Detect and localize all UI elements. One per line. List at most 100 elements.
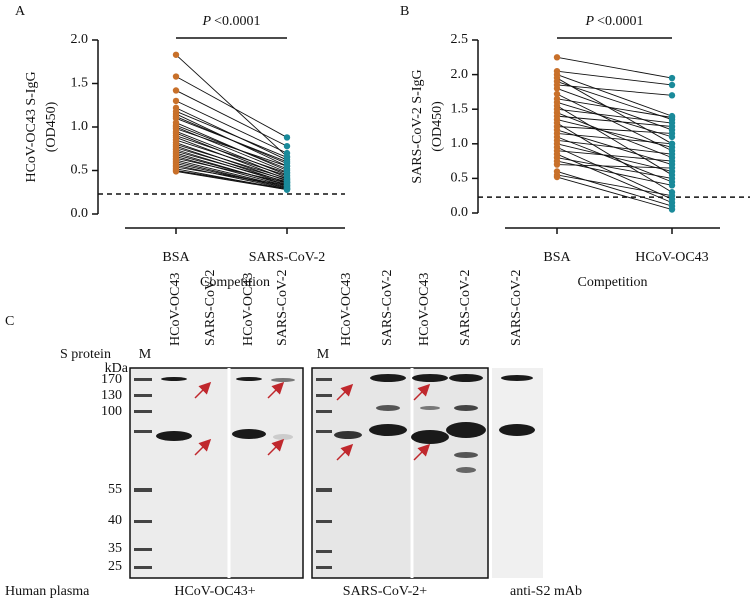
pair-line	[556, 153, 673, 204]
y-tick-label: 1.0	[71, 119, 89, 134]
pair-line	[556, 77, 673, 145]
pair-line	[175, 150, 288, 183]
p-text: <0.0001	[597, 14, 643, 29]
panel-label: C	[5, 314, 14, 329]
pair-line	[556, 150, 673, 162]
x-tick-label: SARS-CoV-2	[249, 250, 326, 265]
lane-label: HCoV-OC43	[168, 273, 183, 346]
group-label: anti-S2 mAb	[510, 584, 582, 599]
dot	[668, 182, 676, 189]
pair-line	[175, 170, 288, 190]
dot	[668, 164, 676, 172]
pair-line	[556, 74, 673, 117]
pair-line	[175, 135, 288, 174]
pair-line	[556, 93, 673, 152]
dot	[172, 51, 180, 58]
dot	[553, 54, 561, 61]
pair-line	[556, 70, 673, 86]
pair-line	[556, 157, 673, 179]
pair-line	[556, 176, 673, 210]
pair-line	[556, 143, 673, 172]
lane-label: SARS-CoV-2	[203, 269, 218, 346]
lane-label: M	[317, 347, 330, 362]
dot	[172, 73, 180, 80]
marker-label: 40	[108, 513, 122, 528]
lane-label: SARS-CoV-2	[275, 269, 290, 346]
dot	[668, 206, 676, 213]
marker-label: 25	[108, 559, 122, 574]
dot	[172, 87, 180, 94]
pair-line	[175, 166, 288, 186]
kda-label: kDa	[105, 361, 129, 376]
pair-line	[175, 156, 288, 187]
pair-line	[556, 164, 673, 169]
y-axis-label: (OD450)	[430, 101, 445, 152]
dot	[668, 150, 676, 158]
x-tick-label: HCoV-OC43	[635, 250, 708, 265]
lane-label: SARS-CoV-2	[380, 269, 395, 346]
y-tick-label: 0.5	[71, 163, 89, 178]
pair-line	[175, 54, 288, 157]
dot	[668, 175, 676, 182]
y-tick-label: 2.5	[451, 32, 469, 47]
dot	[283, 162, 291, 170]
pair-line	[556, 132, 673, 145]
lane-label: HCoV-OC43	[241, 273, 256, 346]
dot	[668, 123, 676, 130]
marker-label: 100	[101, 404, 122, 419]
pair-line	[556, 105, 673, 176]
panel-label: B	[400, 4, 409, 19]
lane-label: SARS-CoV-2	[509, 269, 524, 346]
pair-line	[556, 136, 673, 183]
y-tick-label: 0.0	[71, 206, 89, 221]
dot	[668, 81, 676, 89]
blot-images	[129, 367, 543, 579]
lane-label: HCoV-OC43	[417, 273, 432, 346]
x-tick-label: BSA	[543, 250, 571, 265]
dot	[668, 192, 676, 199]
p-value: P <0.0001	[585, 14, 644, 29]
group-label: Human plasma	[5, 584, 90, 599]
pair-line	[175, 130, 288, 176]
pair-line	[175, 100, 288, 154]
p-symbol: P	[202, 14, 212, 29]
x-tick-label: BSA	[162, 250, 190, 265]
pair-line	[556, 88, 673, 131]
pair-line	[175, 147, 288, 181]
pair-line	[175, 154, 288, 185]
marker-label: 170	[101, 372, 122, 387]
dot	[668, 157, 676, 165]
pair-line	[556, 171, 673, 207]
dot	[668, 140, 676, 147]
pair-line	[556, 119, 673, 148]
pair-line	[556, 115, 673, 127]
pair-line	[175, 90, 288, 147]
pair-line	[556, 174, 673, 197]
marker-label: 55	[108, 482, 122, 497]
lane-label: M	[139, 347, 152, 362]
y-tick-label: 2.0	[71, 32, 89, 47]
p-symbol: P	[585, 14, 595, 29]
s-protein-label: S protein	[60, 347, 111, 362]
pair-line	[556, 81, 673, 121]
group-label: HCoV-OC43+	[174, 584, 255, 599]
pair-line	[175, 143, 288, 179]
pair-line	[556, 139, 673, 155]
p-text: <0.0001	[214, 14, 260, 29]
marker-label: 35	[108, 541, 122, 556]
dot	[283, 134, 291, 141]
dot	[553, 173, 561, 181]
pair-line	[556, 108, 673, 124]
lane-label: SARS-CoV-2	[458, 269, 473, 346]
pair-line	[556, 98, 673, 118]
pair-line	[175, 139, 288, 177]
pair-line	[556, 84, 673, 96]
pair-line	[175, 76, 288, 138]
pair-line	[175, 117, 288, 163]
dot	[283, 142, 291, 150]
pair-line	[175, 157, 288, 184]
dot	[172, 168, 180, 175]
pair-line	[556, 101, 673, 138]
group-label: SARS-CoV-2+	[343, 584, 428, 599]
